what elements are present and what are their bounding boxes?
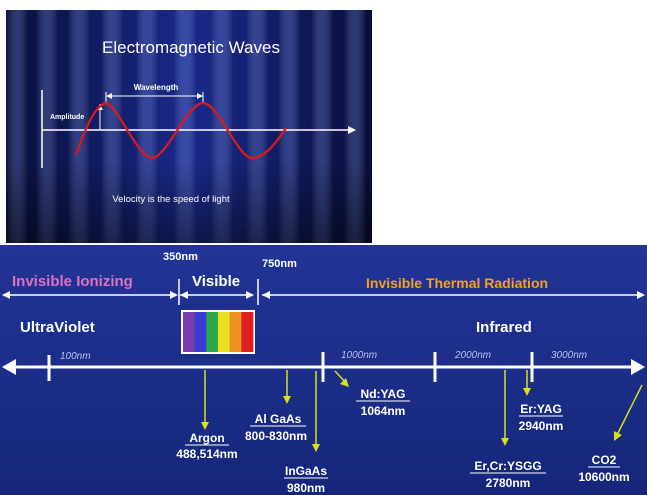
region-ultraviolet: UltraViolet (20, 319, 95, 336)
laser-argon: Argon 488,514nm (176, 431, 237, 461)
laser-ndyag: Nd:YAG 1064nm (356, 387, 410, 418)
laser-name: InGaAs (285, 464, 327, 478)
laser-wavelength: 800-830nm (245, 429, 307, 443)
laser-name: CO2 (592, 453, 617, 467)
laser-wavelength: 2940nm (519, 419, 564, 433)
laser-eryag: Er:YAG 2940nm (519, 402, 564, 433)
slide-title: Electromagnetic Waves (102, 38, 280, 57)
visible-band-stripe (183, 312, 196, 352)
visible-band-stripe (218, 312, 231, 352)
laser-wavelength: 488,514nm (176, 447, 237, 461)
region-thermal: Invisible Thermal Radiation (366, 275, 548, 291)
tick-label: 2000nm (454, 350, 491, 361)
laser-name: Al GaAs (255, 412, 302, 426)
slide-footer: Velocity is the speed of light (112, 194, 230, 205)
laser-wavelength: 2780nm (486, 476, 531, 490)
laser-name: Argon (189, 431, 224, 445)
axis-right-arrow-icon (631, 359, 645, 375)
laser-wavelength: 10600nm (578, 470, 629, 484)
laser-pointers (201, 370, 643, 452)
laser-name: Er:YAG (520, 402, 562, 416)
laser-spectrum-diagram: 350nm 750nm Invisible Ionizing Visible I… (0, 245, 647, 495)
visible-end-label: 750nm (262, 258, 297, 270)
laser-name: Er,Cr:YSGG (474, 459, 541, 473)
laser-wavelength: 980nm (287, 481, 325, 495)
visible-band-stripe (194, 312, 207, 352)
visible-color-band (181, 310, 255, 354)
visible-band-stripe (206, 312, 219, 352)
region-range-arrows (2, 279, 645, 305)
axis-arrow-icon (348, 126, 356, 134)
amplitude-label: Amplitude (50, 114, 84, 121)
laser-ercrysgg: Er,Cr:YSGG 2780nm (470, 459, 546, 490)
region-visible: Visible (192, 273, 240, 290)
sine-wave (74, 101, 287, 160)
electromagnetic-waves-slide: Electromagnetic Waves Wavelength Amplitu… (6, 10, 372, 243)
laser-name: Nd:YAG (361, 387, 406, 401)
laser-wavelength: 1064nm (361, 404, 406, 418)
axis-left-arrow-icon (2, 359, 16, 375)
wavelength-label: Wavelength (134, 83, 179, 92)
laser-ingaas: InGaAs 980nm (284, 464, 328, 495)
wavelength-axis (2, 352, 645, 382)
laser-algaas: Al GaAs 800-830nm (245, 412, 307, 443)
region-ionizing: Invisible Ionizing (12, 273, 133, 290)
visible-start-label: 350nm (163, 251, 198, 263)
tick-label: 1000nm (341, 350, 377, 361)
tick-label: 3000nm (551, 350, 587, 361)
visible-band-stripe (229, 312, 242, 352)
tick-label: 100nm (60, 351, 91, 362)
visible-band-stripe (241, 312, 254, 352)
region-infrared: Infrared (476, 319, 532, 336)
laser-co2: CO2 10600nm (578, 453, 629, 484)
